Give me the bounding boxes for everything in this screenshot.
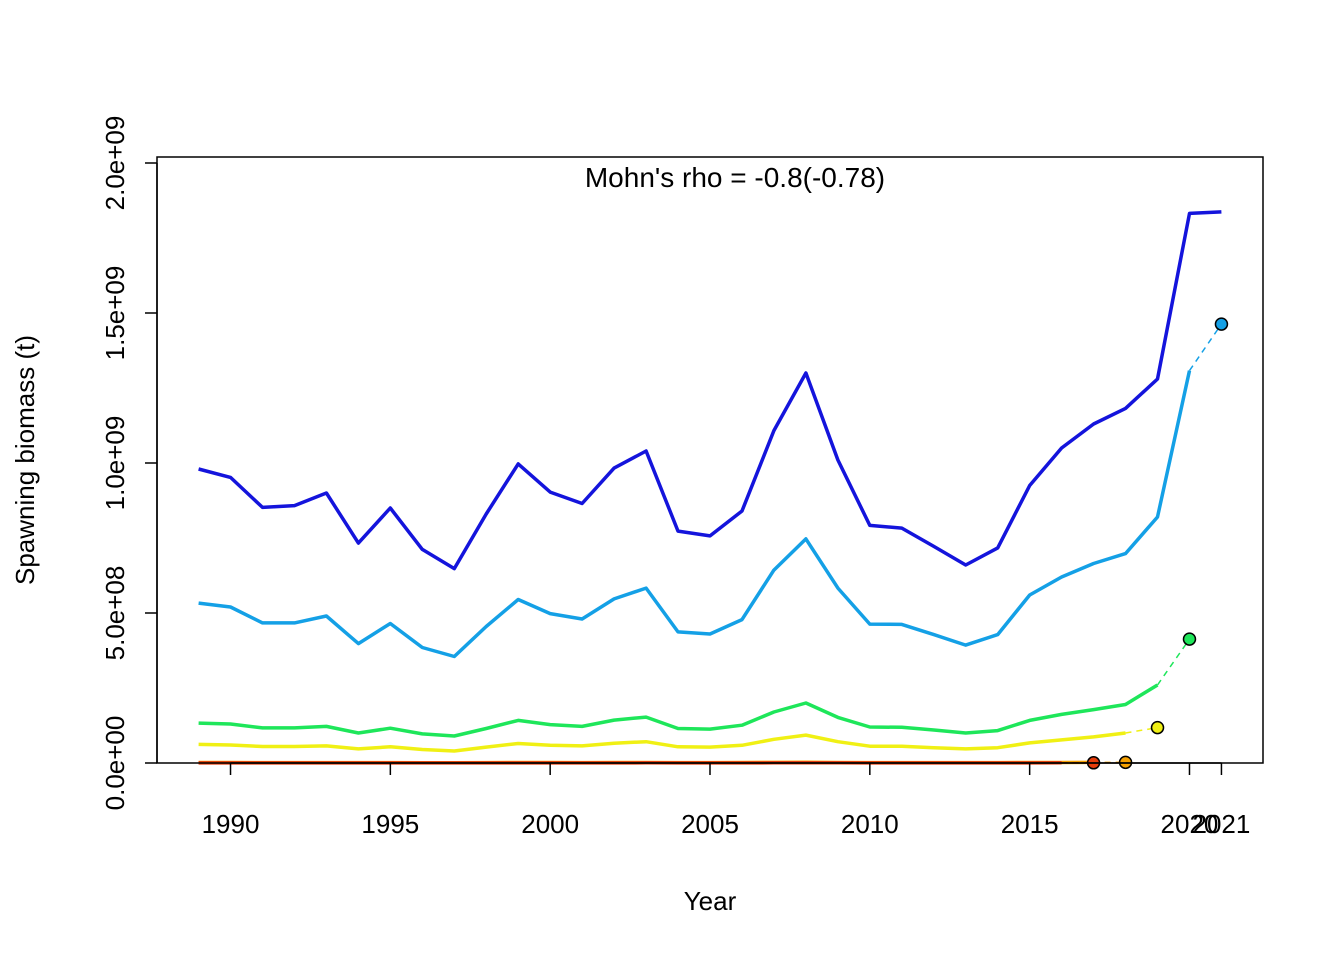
y-tick-label: 1.5e+09 — [100, 266, 130, 361]
y-axis-title: Spawning biomass (t) — [10, 335, 40, 585]
x-tick-label: 2021 — [1193, 809, 1251, 839]
y-tick-label: 5.0e+08 — [100, 566, 130, 661]
series-end-point-4 — [1150, 720, 1165, 735]
x-tick-label: 1995 — [361, 809, 419, 839]
series-end-point-2 — [1214, 317, 1229, 331]
series-line-2 — [198, 370, 1192, 659]
y-axis: 0.0e+00 5.0e+08 1.0e+09 1.5e+09 2.0e+09 — [100, 116, 158, 811]
series-end-point-3 — [1182, 632, 1197, 646]
x-tick-label: 2015 — [1001, 809, 1059, 839]
x-tick-label: 2005 — [681, 809, 739, 839]
x-tick-label: 1990 — [202, 809, 260, 839]
series-forecast-3 — [1156, 638, 1191, 686]
y-tick-label: 0.0e+00 — [100, 716, 130, 811]
series-line-1 — [198, 210, 1222, 571]
x-tick-label: 2020 — [1161, 809, 1219, 839]
series-line-3 — [198, 683, 1159, 738]
x-axis-title: Year — [684, 886, 737, 916]
y-tick-label: 2.0e+09 — [100, 116, 130, 211]
y-tick-label: 1.0e+09 — [100, 416, 130, 511]
mohns-rho-annotation: Mohn's rho = -0.8(-0.78) — [585, 162, 885, 193]
x-tick-label: 2010 — [841, 809, 899, 839]
x-tick-label: 2000 — [521, 809, 579, 839]
series-line-4 — [198, 731, 1126, 753]
series-forecast-2 — [1188, 323, 1223, 372]
